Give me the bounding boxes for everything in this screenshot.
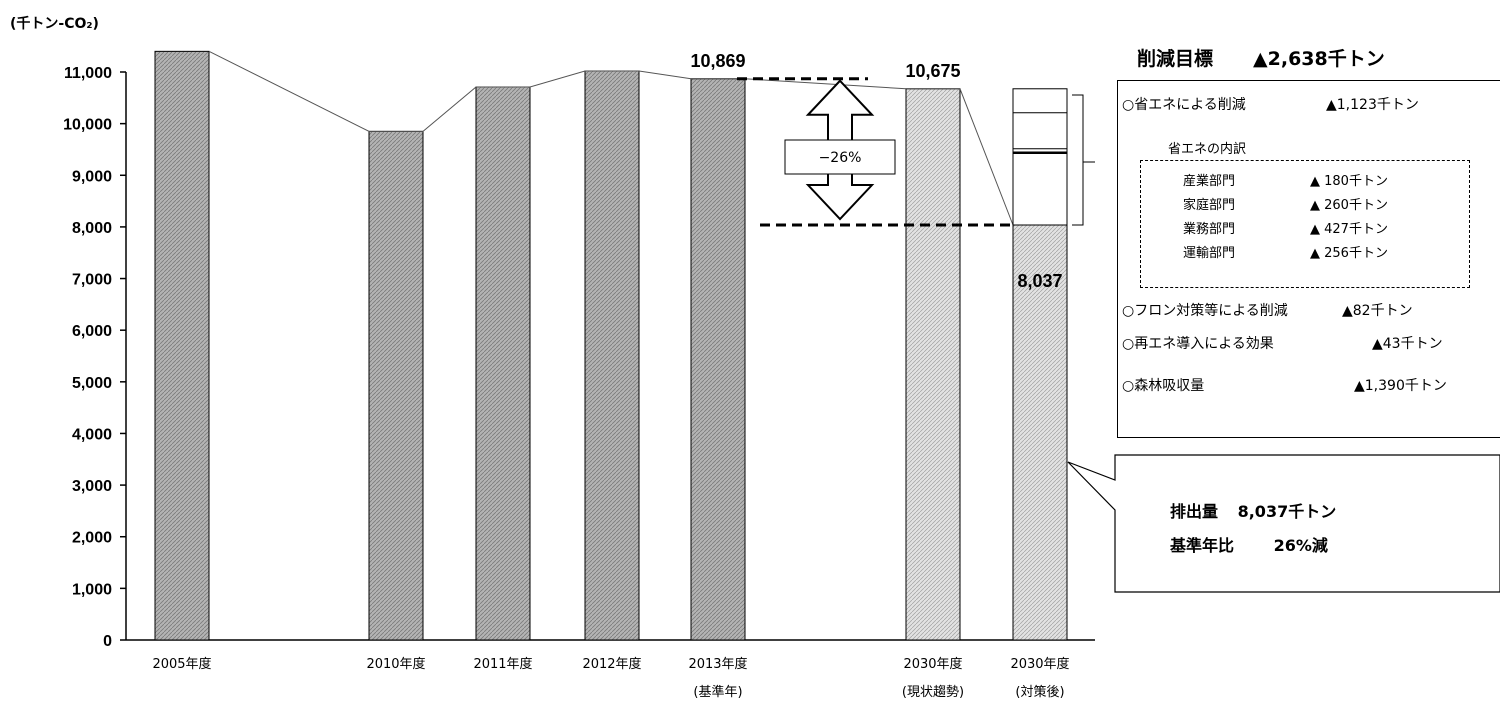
x-tick-label: 2005年度 — [152, 656, 211, 672]
x-tick-label: 2013年度 — [688, 656, 747, 672]
data-label: 10,675 — [905, 61, 960, 81]
x-tick-label: 2012年度 — [582, 656, 641, 672]
x-tick-sublabel: (現状趨勢) — [902, 685, 964, 700]
y-tick-label: 2,000 — [72, 530, 112, 547]
y-tick-label: 6,000 — [72, 323, 112, 340]
x-tick-sublabel: (基準年) — [693, 684, 742, 700]
panel-title-text: 削減目標 — [1137, 48, 1214, 70]
panel-item-forest: ○森林吸収量 ▲1,390千トン — [1122, 375, 1447, 395]
breakdown-value: ▲ 256千トン — [1310, 246, 1388, 261]
bar — [690, 78, 746, 641]
panel-item-renewable: ○再エネ導入による効果 ▲43千トン — [1122, 333, 1443, 353]
breakdown-item: 産業部門 ▲ 180千トン — [1183, 170, 1388, 189]
callout-emissions: 排出量 8,037千トン — [1170, 498, 1336, 522]
y-tick-label: 1,000 — [72, 581, 112, 598]
breakdown-item: 家庭部門 ▲ 260千トン — [1183, 194, 1388, 213]
reduction-segment — [1012, 88, 1068, 226]
y-tick-label: 4,000 — [72, 426, 112, 443]
y-tick-label: 11,000 — [64, 65, 112, 82]
y-tick-label: 9,000 — [72, 168, 112, 185]
y-tick-label: 7,000 — [72, 272, 112, 289]
breakdown-value: ▲ 260千トン — [1310, 198, 1388, 213]
breakdown-box — [1140, 160, 1470, 288]
breakdown-item: 運輸部門 ▲ 256千トン — [1183, 242, 1388, 261]
panel-item-energy-saving: ○省エネによる削減 ▲1,123千トン — [1122, 94, 1419, 114]
data-label: 8,037 — [1017, 271, 1062, 291]
reduction-bracket — [1072, 94, 1084, 226]
panel-item-label: ○森林吸収量 — [1122, 378, 1205, 394]
y-tick-label: 5,000 — [72, 375, 112, 392]
breakdown-label: 家庭部門 — [1183, 198, 1236, 213]
x-tick-label: 2010年度 — [366, 656, 425, 672]
data-label: 10,869 — [690, 51, 745, 71]
y-tick-label: 3,000 — [72, 478, 112, 495]
x-tick-label: 2011年度 — [473, 656, 532, 672]
callout-ratio: 基準年比 26%減 — [1170, 532, 1328, 556]
callout-bubble — [1067, 454, 1500, 593]
panel-item-label: ○フロン対策等による削減 — [1122, 303, 1288, 319]
x-tick-label: 2030年度 — [1010, 656, 1069, 672]
y-tick-label: 8,000 — [72, 220, 112, 237]
bar — [368, 130, 424, 641]
y-tick-label: 0 — [103, 633, 112, 650]
y-unit-label: (千トン-CO₂) — [10, 15, 99, 32]
callout-value: 26%減 — [1273, 536, 1328, 555]
panel-item-value: ▲1,390千トン — [1354, 378, 1447, 394]
bar — [154, 50, 210, 641]
x-tick-label: 2030年度 — [903, 656, 962, 672]
breakdown-item: 業務部門 ▲ 427千トン — [1183, 218, 1388, 237]
reduction-stack — [1012, 88, 1068, 226]
breakdown-title: 省エネの内訳 — [1168, 142, 1247, 157]
panel-item-value: ▲82千トン — [1342, 303, 1413, 319]
callout-value: 8,037千トン — [1237, 502, 1337, 521]
breakdown-value: ▲ 427千トン — [1310, 222, 1388, 237]
bar — [1012, 224, 1068, 641]
reduction-label: −26% — [819, 150, 862, 166]
bar — [905, 88, 961, 641]
panel-item-label: ○再エネ導入による効果 — [1122, 336, 1274, 352]
bar — [475, 86, 531, 641]
reduction-panel — [1117, 80, 1500, 438]
trend-line — [208, 50, 1014, 226]
callout-label: 基準年比 — [1170, 536, 1235, 555]
breakdown-value: ▲ 180千トン — [1310, 174, 1388, 189]
y-tick-label: 10,000 — [63, 117, 112, 134]
x-tick-sublabel: (対策後) — [1015, 684, 1064, 700]
panel-item-value: ▲43千トン — [1372, 336, 1443, 352]
breakdown-label: 産業部門 — [1183, 174, 1236, 189]
panel-item-fluorocarbon: ○フロン対策等による削減 ▲82千トン — [1122, 300, 1413, 320]
callout-label: 排出量 — [1170, 502, 1219, 521]
breakdown-label: 業務部門 — [1183, 222, 1236, 237]
panel-item-value: ▲1,123千トン — [1326, 97, 1419, 113]
panel-title: 削減目標 ▲2,638千トン — [1137, 44, 1385, 71]
reduction-label-box — [784, 139, 896, 175]
panel-item-label: ○省エネによる削減 — [1122, 97, 1246, 113]
breakdown-label: 運輸部門 — [1183, 246, 1236, 261]
bar — [584, 70, 640, 641]
panel-target-value: ▲2,638千トン — [1253, 48, 1385, 70]
